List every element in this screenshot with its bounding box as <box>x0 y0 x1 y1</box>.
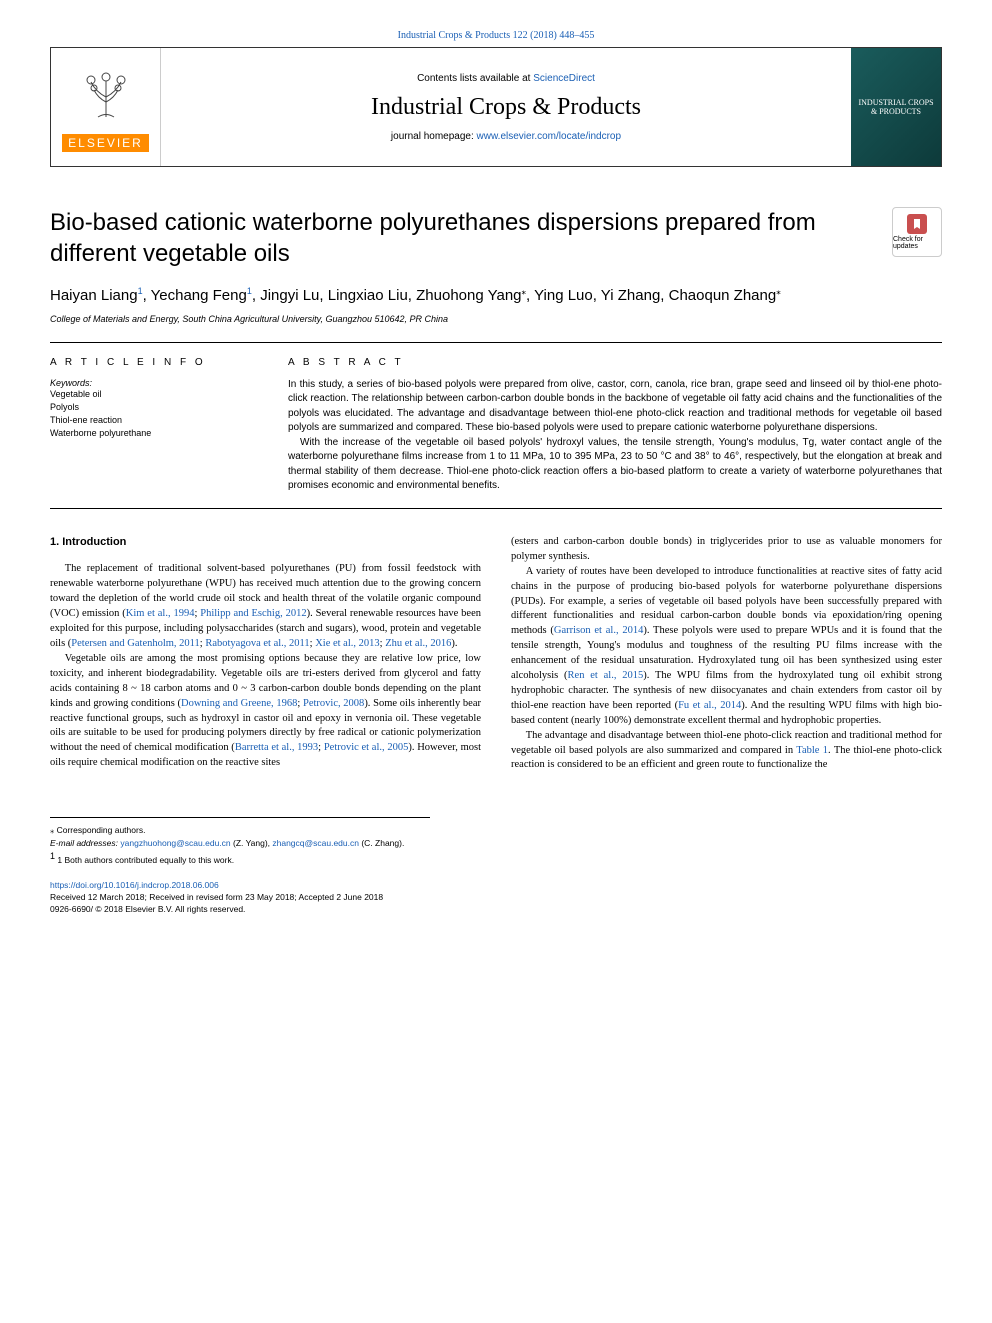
intro-p1: The replacement of traditional solvent-b… <box>50 562 481 651</box>
footnotes: ⁎ Corresponding authors. E-mail addresse… <box>50 817 430 866</box>
citation[interactable]: Xie et al., 2013 <box>315 638 379 649</box>
intro-p4: The advantage and disadvantage between t… <box>511 729 942 774</box>
email-link[interactable]: zhangcq@scau.edu.cn <box>272 838 359 848</box>
citation[interactable]: Petersen and Gatenholm, 2011 <box>71 638 200 649</box>
citation[interactable]: Garrison et al., 2014 <box>554 625 643 636</box>
elsevier-tree-icon <box>76 62 136 130</box>
email-line: E-mail addresses: yangzhuohong@scau.edu.… <box>50 837 430 850</box>
contents-prefix: Contents lists available at <box>417 73 533 84</box>
check-updates-label: Check for updates <box>893 236 941 250</box>
citation[interactable]: Philipp and Eschig, 2012 <box>200 608 306 619</box>
journal-reference: Industrial Crops & Products 122 (2018) 4… <box>50 30 942 41</box>
corresponding-note: ⁎ Corresponding authors. <box>50 824 430 837</box>
header-center: Contents lists available at ScienceDirec… <box>161 48 851 166</box>
affiliation: College of Materials and Energy, South C… <box>50 314 942 324</box>
abstract-label: A B S T R A C T <box>288 357 942 368</box>
keyword: Vegetable oil <box>50 388 250 401</box>
citation[interactable]: Petrovic et al., 2005 <box>324 742 409 753</box>
abstract: A B S T R A C T In this study, a series … <box>288 357 942 494</box>
homepage-line: journal homepage: www.elsevier.com/locat… <box>391 131 621 142</box>
divider <box>50 342 942 343</box>
email-link[interactable]: yangzhuohong@scau.edu.cn <box>120 838 230 848</box>
copyright-line: 0926-6690/ © 2018 Elsevier B.V. All righ… <box>50 904 942 916</box>
left-column: 1. Introduction The replacement of tradi… <box>50 535 481 774</box>
keyword: Polyols <box>50 401 250 414</box>
citation[interactable]: Petrovic, 2008 <box>303 698 364 709</box>
homepage-link[interactable]: www.elsevier.com/locate/indcrop <box>477 131 622 142</box>
table-ref[interactable]: Table 1 <box>796 745 828 756</box>
citation[interactable]: Downing and Greene, 1968 <box>181 698 297 709</box>
keyword: Thiol-ene reaction <box>50 414 250 427</box>
citation[interactable]: Rabotyagova et al., 2011 <box>205 638 309 649</box>
received-line: Received 12 March 2018; Received in revi… <box>50 892 942 904</box>
article-title: Bio-based cationic waterborne polyuretha… <box>50 207 872 269</box>
intro-p3: A variety of routes have been developed … <box>511 565 942 729</box>
journal-name: Industrial Crops & Products <box>371 94 641 121</box>
elsevier-label: ELSEVIER <box>62 134 149 152</box>
keyword: Waterborne polyurethane <box>50 427 250 440</box>
citation[interactable]: Kim et al., 1994 <box>126 608 195 619</box>
check-updates-badge[interactable]: Check for updates <box>892 207 942 257</box>
keywords-list: Vegetable oil Polyols Thiol-ene reaction… <box>50 388 250 440</box>
article-info-label: A R T I C L E I N F O <box>50 357 250 368</box>
intro-p2-cont: (esters and carbon-carbon double bonds) … <box>511 535 942 565</box>
contents-available: Contents lists available at ScienceDirec… <box>417 73 595 84</box>
footer-meta: https://doi.org/10.1016/j.indcrop.2018.0… <box>50 880 942 916</box>
homepage-prefix: journal homepage: <box>391 131 477 142</box>
abstract-p1: In this study, a series of bio-based pol… <box>288 378 942 436</box>
divider <box>50 508 942 509</box>
citation[interactable]: Fu et al., 2014 <box>678 700 741 711</box>
sciencedirect-link[interactable]: ScienceDirect <box>533 73 595 84</box>
equal-contribution: 1 1 Both authors contributed equally to … <box>50 850 430 867</box>
bookmark-icon <box>907 214 927 234</box>
citation[interactable]: Ren et al., 2015 <box>568 670 644 681</box>
authors: Haiyan Liang1, Yechang Feng1, Jingyi Lu,… <box>50 285 942 308</box>
doi-link[interactable]: https://doi.org/10.1016/j.indcrop.2018.0… <box>50 880 219 890</box>
citation[interactable]: Zhu et al., 2016 <box>385 638 451 649</box>
body: 1. Introduction The replacement of tradi… <box>50 535 942 774</box>
article-info: A R T I C L E I N F O Keywords: Vegetabl… <box>50 357 250 494</box>
intro-p2: Vegetable oils are among the most promis… <box>50 652 481 771</box>
citation[interactable]: Barretta et al., 1993 <box>235 742 318 753</box>
elsevier-logo: ELSEVIER <box>51 48 161 166</box>
journal-cover-thumb: INDUSTRIAL CROPS & PRODUCTS <box>851 48 941 166</box>
intro-heading: 1. Introduction <box>50 535 481 551</box>
right-column: (esters and carbon-carbon double bonds) … <box>511 535 942 774</box>
keywords-label: Keywords: <box>50 378 250 388</box>
journal-header: ELSEVIER Contents lists available at Sci… <box>50 47 942 167</box>
abstract-p2: With the increase of the vegetable oil b… <box>288 436 942 494</box>
